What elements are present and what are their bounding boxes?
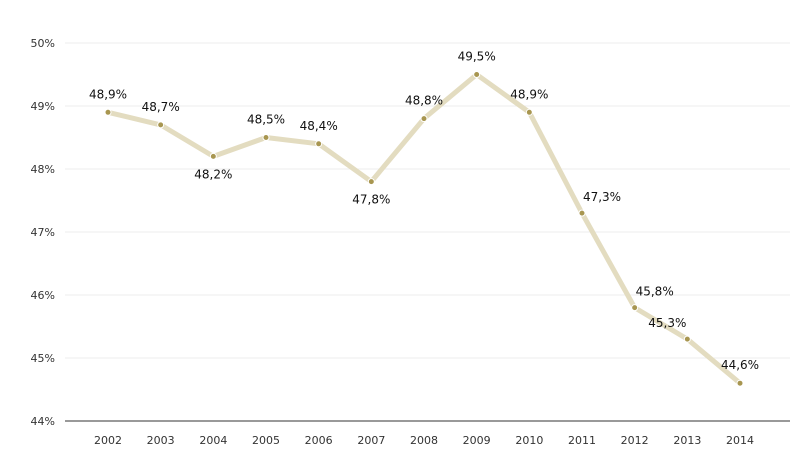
data-label: 47,3% <box>583 190 621 204</box>
data-label: 44,6% <box>721 358 759 372</box>
data-point <box>631 304 639 312</box>
data-label: 48,2% <box>194 167 232 181</box>
data-label: 48,7% <box>142 100 180 114</box>
y-tick-label: 44% <box>31 415 55 428</box>
data-label: 48,8% <box>405 94 443 108</box>
data-point <box>525 108 533 116</box>
data-label: 48,9% <box>89 87 127 101</box>
data-point <box>315 140 323 148</box>
x-tick-label: 2003 <box>147 434 175 447</box>
x-tick-label: 2004 <box>199 434 227 447</box>
data-label: 48,9% <box>510 87 548 101</box>
x-tick-label: 2012 <box>621 434 649 447</box>
data-point <box>209 152 217 160</box>
y-tick-label: 49% <box>31 100 55 113</box>
x-tick-label: 2010 <box>515 434 543 447</box>
y-tick-label: 48% <box>31 163 55 176</box>
data-label: 47,8% <box>352 193 390 207</box>
x-tick-label: 2007 <box>357 434 385 447</box>
data-point <box>104 108 112 116</box>
x-tick-label: 2011 <box>568 434 596 447</box>
y-tick-label: 45% <box>31 352 55 365</box>
data-label: 45,3% <box>648 316 686 330</box>
data-label: 48,5% <box>247 113 285 127</box>
data-label: 49,5% <box>458 50 496 64</box>
data-point <box>473 71 481 78</box>
y-tick-label: 47% <box>31 226 55 239</box>
y-tick-label: 50% <box>31 37 55 50</box>
data-point <box>262 134 270 141</box>
x-tick-label: 2013 <box>673 434 701 447</box>
data-point <box>578 209 586 217</box>
x-tick-label: 2005 <box>252 434 280 447</box>
x-tick-label: 2009 <box>463 434 491 447</box>
data-point <box>367 178 375 186</box>
x-tick-label: 2002 <box>94 434 122 447</box>
data-point <box>157 121 165 129</box>
x-tick-label: 2006 <box>305 434 333 447</box>
data-label: 45,8% <box>636 285 674 299</box>
data-point <box>683 335 691 343</box>
x-tick-label: 2014 <box>726 434 754 447</box>
data-label: 48,4% <box>300 119 338 133</box>
x-tick-label: 2008 <box>410 434 438 447</box>
data-point <box>736 379 744 387</box>
y-tick-label: 46% <box>31 289 55 302</box>
data-point <box>420 115 428 123</box>
